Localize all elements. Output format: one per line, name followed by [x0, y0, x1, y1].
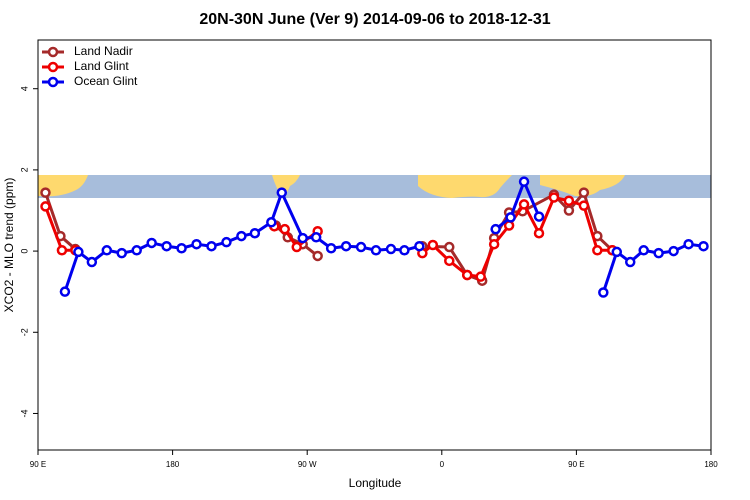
y-tick-label: 0	[19, 249, 29, 254]
data-point	[505, 212, 516, 223]
data-point	[475, 271, 486, 282]
map-band	[38, 175, 711, 198]
series-line	[494, 180, 541, 231]
data-point	[592, 245, 603, 256]
data-point	[276, 187, 288, 198]
data-point	[653, 247, 664, 259]
legend-label: Ocean Glint	[74, 74, 138, 88]
x-tick-label: 90 E	[568, 460, 584, 469]
data-point	[325, 242, 337, 254]
data-point	[279, 223, 291, 235]
data-point	[698, 240, 709, 252]
data-point	[638, 245, 649, 256]
data-point	[221, 236, 232, 248]
legend-marker	[47, 76, 59, 88]
data-point	[533, 227, 545, 239]
data-point	[146, 237, 157, 249]
data-point	[116, 247, 128, 259]
data-point	[310, 232, 322, 243]
data-point	[131, 245, 142, 256]
data-point	[206, 240, 217, 252]
data-point	[312, 250, 323, 262]
data-point	[176, 242, 187, 254]
x-tick-label: 90 W	[298, 460, 317, 469]
y-tick-label: -2	[19, 328, 29, 336]
y-tick-label: -4	[19, 409, 29, 417]
x-tick-label: 180	[166, 460, 180, 469]
data-point	[297, 232, 308, 244]
data-point	[563, 205, 575, 216]
data-point	[563, 195, 575, 207]
chart-title: 20N-30N June (Ver 9) 2014-09-06 to 2018-…	[199, 11, 550, 28]
data-point	[490, 223, 501, 235]
data-point	[40, 201, 51, 212]
data-point	[578, 187, 590, 198]
data-point	[236, 230, 247, 242]
y-axis-label: XCO2 - MLO trend (ppm)	[2, 178, 16, 313]
data-point	[249, 227, 261, 239]
data-point	[548, 192, 560, 203]
legend-label: Land Glint	[74, 59, 129, 73]
x-tick-label: 180	[704, 460, 718, 469]
data-point	[488, 238, 500, 250]
y-tick-label: 4	[19, 86, 29, 91]
legend-label: Land Nadir	[74, 44, 133, 58]
data-point	[86, 256, 98, 268]
data-point	[385, 243, 397, 255]
data-point	[414, 240, 425, 252]
data-point	[266, 217, 277, 228]
x-tick-label: 90 E	[30, 460, 46, 469]
data-point	[683, 238, 694, 250]
data-point	[427, 239, 439, 251]
data-point	[533, 211, 545, 222]
data-point	[56, 245, 68, 256]
data-point	[73, 246, 84, 258]
data-point	[668, 245, 679, 257]
data-point	[370, 245, 382, 256]
data-point	[598, 287, 609, 298]
data-point	[355, 241, 367, 253]
data-point	[611, 246, 623, 258]
x-axis-label: Longitude	[349, 476, 402, 490]
data-point	[518, 176, 530, 187]
y-tick-label: 2	[19, 167, 29, 172]
legend-marker	[47, 46, 59, 58]
data-point	[444, 241, 455, 253]
data-point	[624, 256, 636, 268]
data-point	[340, 240, 352, 252]
data-point	[161, 240, 172, 252]
data-point	[578, 200, 590, 211]
x-tick-label: 0	[440, 460, 445, 469]
data-point	[101, 245, 113, 256]
legend-marker	[47, 61, 59, 73]
plot-frame	[37, 39, 712, 451]
data-point	[518, 199, 530, 210]
series-line	[63, 191, 420, 293]
data-point	[444, 255, 455, 267]
series-line	[422, 191, 614, 283]
data-point	[399, 245, 410, 256]
data-point	[59, 286, 71, 297]
data-point	[461, 269, 473, 281]
data-point	[191, 238, 202, 250]
data-point	[291, 241, 302, 253]
data-point	[40, 187, 51, 198]
data-point	[503, 220, 515, 231]
